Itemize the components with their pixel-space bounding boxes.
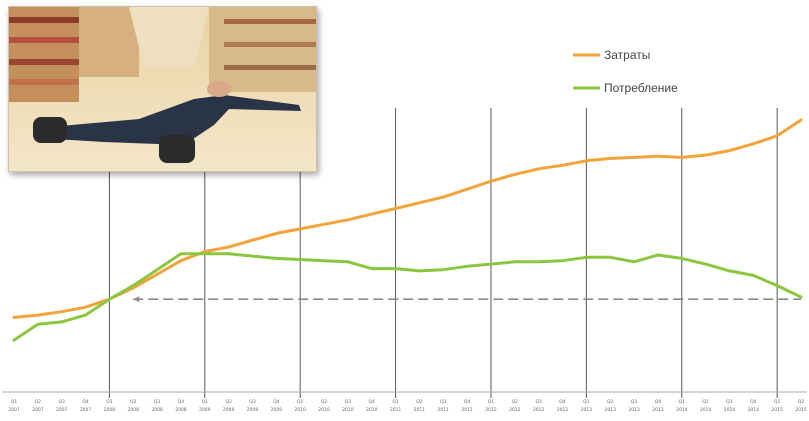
x-tick-year-label: 2014 xyxy=(748,407,760,413)
x-tick-label: Q2 xyxy=(35,399,42,405)
x-axis: Q1 2007 Q2 2007 Q3 2007 Q4 2007 Q1 2008 Q2 2008 Q3 20… xyxy=(2,391,807,413)
x-tick-year-label: 2008 xyxy=(104,407,116,413)
x-tick-year-label: 2011 xyxy=(390,407,402,413)
x-tick-year-label: 2014 xyxy=(676,407,688,413)
x-tick-label: Q3 xyxy=(440,399,447,405)
series-line-2 xyxy=(12,252,803,342)
x-tick-label: Q4 xyxy=(273,399,280,405)
legend-label-zatraty: Затраты xyxy=(604,48,650,62)
x-tick-year-label: 2009 xyxy=(223,407,235,413)
x-tick-year-label: 2009 xyxy=(247,407,259,413)
x-tick-year-label: 2007 xyxy=(8,407,20,413)
x-tick-year-label: 2011 xyxy=(438,407,450,413)
x-tick-label: Q4 xyxy=(369,399,376,405)
x-tick-label: Q1 xyxy=(392,399,399,405)
x-tick-label: Q2 xyxy=(416,399,423,405)
x-tick-year-label: 2012 xyxy=(557,407,569,413)
series-line-1 xyxy=(12,118,803,319)
x-tick-label: Q1 xyxy=(202,399,209,405)
x-tick-label: Q4 xyxy=(464,399,471,405)
x-tick-label: Q1 xyxy=(106,399,113,405)
x-tick-label: Q3 xyxy=(249,399,256,405)
series-lines xyxy=(12,118,803,342)
x-tick-label: Q3 xyxy=(535,399,542,405)
x-tick-label: Q4 xyxy=(750,399,757,405)
x-tick-year-label: 2008 xyxy=(151,407,163,413)
x-tick-label: Q3 xyxy=(631,399,638,405)
x-tick-label: Q1 xyxy=(488,399,495,405)
x-tick-label: Q1 xyxy=(679,399,686,405)
x-tick-year-label: 2013 xyxy=(652,407,664,413)
x-tick-label: Q4 xyxy=(178,399,185,405)
x-tick-label: Q2 xyxy=(130,399,137,405)
x-tick-label: Q2 xyxy=(512,399,519,405)
x-tick-label: Q2 xyxy=(225,399,232,405)
x-tick-label: Q1 xyxy=(297,399,304,405)
x-tick-label: Q2 xyxy=(321,399,328,405)
x-tick-year-label: 2008 xyxy=(128,407,140,413)
x-tick-year-label: 2010 xyxy=(342,407,354,413)
x-tick-label: Q4 xyxy=(82,399,89,405)
x-tick-year-label: 2007 xyxy=(56,407,68,413)
x-tick-year-label: 2014 xyxy=(700,407,712,413)
x-tick-year-label: 2015 xyxy=(795,407,807,413)
x-tick-year-label: 2013 xyxy=(628,407,640,413)
x-tick-year-label: 2009 xyxy=(271,407,283,413)
supermarket-photo xyxy=(8,6,317,172)
x-tick-year-label: 2011 xyxy=(414,407,426,413)
legend: Затраты Потребление xyxy=(573,48,678,95)
x-tick-label: Q2 xyxy=(607,399,614,405)
x-tick-year-label: 2014 xyxy=(724,407,736,413)
legend-label-potreblenie: Потребление xyxy=(604,81,678,95)
x-tick-label: Q3 xyxy=(58,399,65,405)
baseline-arrow-head xyxy=(133,296,140,303)
x-tick-label: Q2 xyxy=(702,399,709,405)
x-tick-label: Q3 xyxy=(154,399,161,405)
x-tick-year-label: 2007 xyxy=(32,407,44,413)
x-tick-label: Q4 xyxy=(655,399,662,405)
x-tick-year-label: 2008 xyxy=(175,407,187,413)
x-tick-year-label: 2009 xyxy=(199,407,211,413)
x-tick-year-label: 2013 xyxy=(581,407,593,413)
x-tick-label: Q3 xyxy=(726,399,733,405)
x-tick-year-label: 2012 xyxy=(485,407,497,413)
x-tick-label: Q2 xyxy=(798,399,805,405)
x-tick-year-label: 2010 xyxy=(366,407,378,413)
x-tick-label: Q1 xyxy=(11,399,18,405)
x-tick-year-label: 2015 xyxy=(771,407,783,413)
x-tick-year-label: 2012 xyxy=(509,407,521,413)
x-tick-year-label: 2012 xyxy=(533,407,545,413)
x-tick-label: Q4 xyxy=(559,399,566,405)
x-tick-year-label: 2010 xyxy=(318,407,330,413)
x-tick-year-label: 2013 xyxy=(604,407,616,413)
x-tick-label: Q1 xyxy=(774,399,781,405)
x-tick-year-label: 2011 xyxy=(461,407,473,413)
baseline-group xyxy=(133,296,801,303)
x-tick-year-label: 2007 xyxy=(80,407,92,413)
x-tick-year-label: 2010 xyxy=(294,407,306,413)
x-tick-label: Q1 xyxy=(583,399,590,405)
x-tick-label: Q3 xyxy=(345,399,352,405)
